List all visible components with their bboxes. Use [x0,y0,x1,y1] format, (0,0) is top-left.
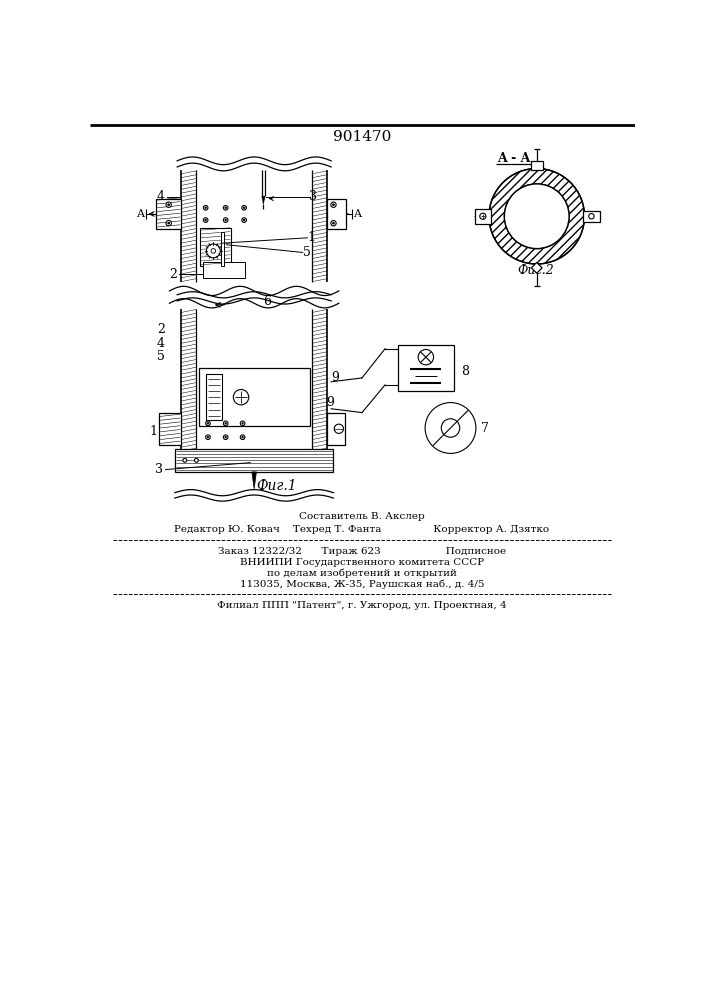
Text: 5: 5 [303,246,311,259]
Bar [156,199,181,229]
Circle shape [225,219,226,221]
Bar [530,161,543,170]
Circle shape [206,244,221,258]
Text: Филиал ППП "Патент", г. Ужгород, ул. Проектная, 4: Филиал ППП "Патент", г. Ужгород, ул. Про… [217,601,507,610]
Circle shape [194,458,199,462]
Circle shape [233,389,249,405]
Polygon shape [532,262,542,273]
Text: 1: 1 [149,425,157,438]
Text: 3: 3 [156,463,163,476]
Circle shape [240,435,245,440]
Circle shape [223,421,228,426]
Bar [199,368,310,426]
Text: 9: 9 [331,371,339,384]
Text: 7: 7 [481,422,489,434]
Circle shape [205,207,206,208]
Bar [206,374,222,420]
Text: A: A [354,209,361,219]
Text: 2: 2 [170,267,177,280]
Circle shape [242,205,247,210]
Circle shape [333,222,334,224]
Bar [398,345,454,391]
Text: Редактор Ю. Ковач    Техред Т. Фанта                Корректор А. Дзятко: Редактор Ю. Ковач Техред Т. Фанта Коррек… [175,525,549,534]
Circle shape [333,204,334,205]
Text: Фиг.2: Фиг.2 [518,264,554,277]
Circle shape [205,219,206,221]
Text: A: A [136,209,144,219]
Text: ВНИИПИ Государственного комитета СССР: ВНИИПИ Государственного комитета СССР [240,558,484,567]
Bar [221,232,224,266]
Circle shape [168,204,170,205]
Bar [203,262,245,278]
Text: 113035, Москва, Ж-35, Раушская наб., д. 4/5: 113035, Москва, Ж-35, Раушская наб., д. … [240,580,484,589]
Circle shape [204,205,208,210]
Text: Фиг.1: Фиг.1 [256,479,297,493]
Text: 4: 4 [157,190,165,204]
Circle shape [223,435,228,440]
Circle shape [223,218,228,222]
Text: 901470: 901470 [333,130,391,144]
Bar [327,199,346,229]
Text: 2: 2 [157,323,165,336]
Polygon shape [252,472,257,489]
Text: Составитель В. Акслер: Составитель В. Акслер [299,512,425,521]
Circle shape [242,437,243,438]
Text: 8: 8 [461,365,469,378]
Circle shape [331,202,336,207]
Circle shape [204,218,208,222]
Bar [327,413,345,445]
Circle shape [242,218,247,222]
Circle shape [183,458,187,462]
Circle shape [425,403,476,453]
Polygon shape [262,196,265,204]
Circle shape [166,202,171,207]
Circle shape [240,421,245,426]
Text: A - A: A - A [497,152,530,165]
Circle shape [334,424,344,433]
Circle shape [243,219,245,221]
Text: по делам изобретений и открытий: по делам изобретений и открытий [267,569,457,578]
Circle shape [225,207,226,208]
Text: Заказ 12322/32      Тираж 623                    Подписное: Заказ 12322/32 Тираж 623 Подписное [218,547,506,556]
Circle shape [206,421,210,426]
Circle shape [225,437,226,438]
Text: 5: 5 [157,350,165,363]
Text: 9: 9 [327,396,334,409]
Circle shape [207,437,209,438]
Circle shape [225,423,226,424]
Circle shape [168,222,170,224]
Bar [475,209,491,224]
Circle shape [243,207,245,208]
Text: 4: 4 [157,337,165,350]
Text: 6: 6 [263,295,271,308]
Circle shape [223,205,228,210]
Circle shape [211,249,216,253]
Circle shape [480,213,486,219]
Circle shape [242,423,243,424]
Circle shape [331,220,336,226]
Circle shape [441,419,460,437]
Bar [160,413,181,445]
Circle shape [589,214,594,219]
Bar [583,211,600,222]
Text: 1: 1 [308,231,316,244]
Circle shape [207,423,209,424]
Bar [200,228,231,266]
Circle shape [206,435,210,440]
Circle shape [418,349,433,365]
Circle shape [504,184,569,249]
Text: 3: 3 [310,190,317,204]
Bar [175,449,334,472]
Circle shape [166,220,171,226]
